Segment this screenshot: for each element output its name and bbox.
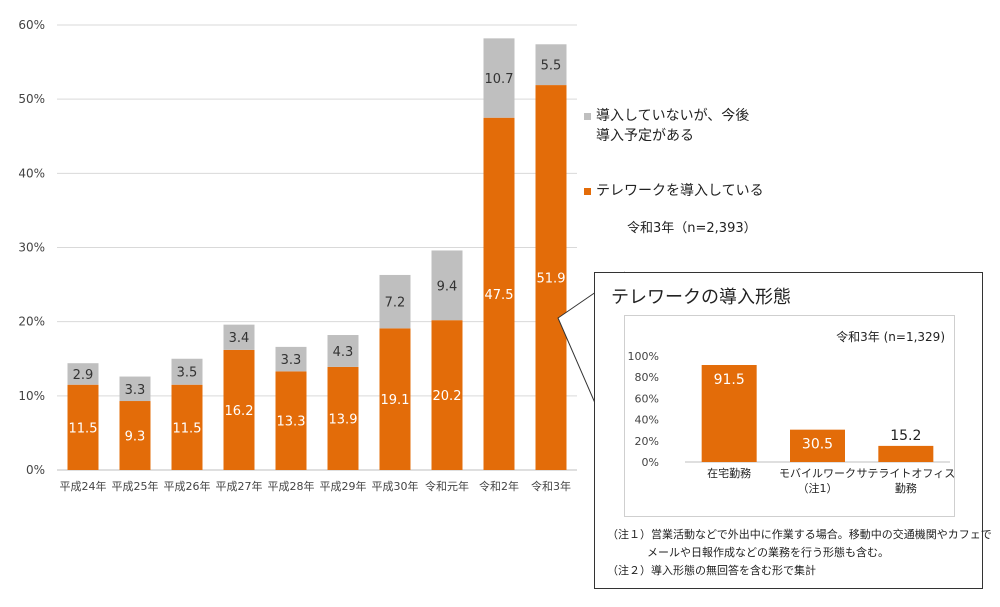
main-bar-introduced (171, 384, 203, 470)
main-x-tick-label: 平成24年 (60, 479, 107, 493)
inset-y-tick-label: 100% (628, 350, 659, 363)
main-y-tick-label: 30% (18, 241, 45, 255)
inset-x-tick-label: 勤務 (895, 481, 917, 495)
main-data-label-planned: 4.3 (333, 345, 354, 360)
main-bar-introduced (275, 371, 307, 470)
inset-data-label: 15.2 (890, 428, 921, 444)
inset-data-label: 30.5 (802, 437, 833, 453)
main-y-tick-label: 0% (26, 463, 45, 477)
main-x-tick-label: 平成29年 (320, 479, 367, 493)
main-data-label-introduced: 9.3 (125, 430, 146, 445)
main-bar-planned (223, 324, 255, 350)
footnote-2: （注２）導入形態の無回答を含む形で集計 (607, 564, 816, 577)
main-bar-planned (171, 358, 203, 385)
main-data-label-introduced: 11.5 (69, 421, 98, 436)
main-bar-planned (379, 274, 411, 329)
main-bar-introduced (379, 328, 411, 470)
main-bar-introduced (223, 349, 255, 470)
main-y-tick-label: 10% (18, 389, 45, 403)
main-bar-planned (483, 38, 515, 118)
inset-sample-note: 令和3年 (n=1,329) (836, 329, 945, 344)
legend-label-introduced: テレワークを導入している (596, 183, 764, 199)
inset-x-tick-label: モバイルワーク (779, 467, 856, 480)
footnote-1-line2: メールや日報作成などの業務を行う形態も含む。 (647, 546, 889, 559)
main-x-tick-label: 令和3年 (531, 479, 571, 493)
main-data-label-planned: 3.3 (281, 353, 302, 368)
legend-label-planned-line2: 導入予定がある (596, 128, 694, 144)
inset-y-tick-label: 60% (635, 392, 659, 405)
inset-data-label: 91.5 (714, 372, 745, 388)
inset-bar (701, 365, 757, 462)
main-y-tick-label: 40% (18, 166, 45, 180)
main-data-label-planned: 5.5 (541, 59, 562, 74)
main-data-label-introduced: 47.5 (485, 288, 514, 303)
main-data-label-introduced: 19.1 (381, 393, 410, 408)
legend-label-planned-line1: 導入していないが、今後 (596, 108, 750, 124)
main-data-label-planned: 10.7 (485, 72, 514, 87)
legend-swatch-planned (584, 113, 591, 120)
inset-y-tick-label: 40% (635, 414, 659, 427)
main-data-label-introduced: 20.2 (433, 389, 462, 404)
main-bar-introduced (535, 85, 567, 470)
main-data-label-planned: 3.3 (125, 383, 146, 398)
inset-title: テレワークの導入形態 (611, 287, 791, 308)
main-data-label-introduced: 13.9 (329, 412, 358, 427)
main-x-tick-label: 平成27年 (216, 479, 263, 493)
main-data-label-planned: 3.4 (229, 331, 250, 346)
main-chart-sample-note: 令和3年（n=2,393） (627, 221, 757, 236)
main-bar-planned (535, 44, 567, 86)
main-bar-planned (67, 363, 99, 385)
inset-y-tick-label: 0% (642, 456, 659, 469)
main-x-tick-label: 平成30年 (372, 479, 419, 493)
main-x-tick-label: 平成26年 (164, 479, 211, 493)
main-data-label-introduced: 16.2 (225, 404, 254, 419)
inset-y-tick-label: 80% (635, 371, 659, 384)
main-bar-introduced (119, 401, 151, 470)
main-bar-introduced (327, 366, 359, 470)
main-data-label-planned: 3.5 (177, 366, 198, 381)
inset-y-tick-label: 20% (635, 435, 659, 448)
main-bar-planned (327, 335, 359, 367)
main-bar-planned (431, 250, 463, 321)
footnote-1-line1: （注１）営業活動などで外出中に作業する場合。移動中の交通機関やカフェで (607, 528, 992, 541)
main-x-tick-label: 令和2年 (479, 479, 519, 493)
main-data-label-introduced: 11.5 (173, 421, 202, 436)
main-y-tick-label: 50% (18, 92, 45, 106)
inset-x-tick-label: サテライトオフィス (856, 467, 955, 480)
main-bar-introduced (67, 384, 99, 470)
main-x-tick-label: 平成28年 (268, 479, 315, 493)
main-bar-planned (119, 376, 151, 402)
inset-bar (790, 429, 845, 462)
main-bar-planned (275, 346, 307, 372)
main-y-tick-label: 20% (18, 315, 45, 329)
inset-bar (878, 445, 934, 462)
main-y-tick-label: 60% (18, 18, 45, 32)
inset-chart-frame: 令和3年 (n=1,329) 0% 20% 40% 60% 80% 100% 91.5 在宅勤務… (624, 315, 955, 517)
main-x-tick-label: 令和元年 (425, 479, 469, 493)
main-data-label-planned: 9.4 (437, 279, 458, 294)
main-data-label-introduced: 13.3 (277, 415, 306, 430)
main-data-label-planned: 2.9 (73, 368, 94, 383)
inset-bar-chart: 令和3年 (n=1,329) 0% 20% 40% 60% 80% 100% 91.5 在宅勤務… (628, 329, 956, 495)
inset-x-tick-label: （注1） (798, 481, 838, 495)
inset-panel: テレワークの導入形態 令和3年 (n=1,329) 0% 20% 40% 60% 80% 1… (594, 272, 992, 589)
legend-swatch-introduced (584, 188, 591, 195)
main-x-tick-label: 平成25年 (112, 479, 159, 493)
main-bar-introduced (483, 117, 515, 470)
main-data-label-planned: 7.2 (385, 296, 406, 311)
inset-x-tick-label: 在宅勤務 (707, 466, 751, 480)
main-data-label-introduced: 51.9 (537, 272, 566, 287)
main-bar-introduced (431, 320, 463, 470)
